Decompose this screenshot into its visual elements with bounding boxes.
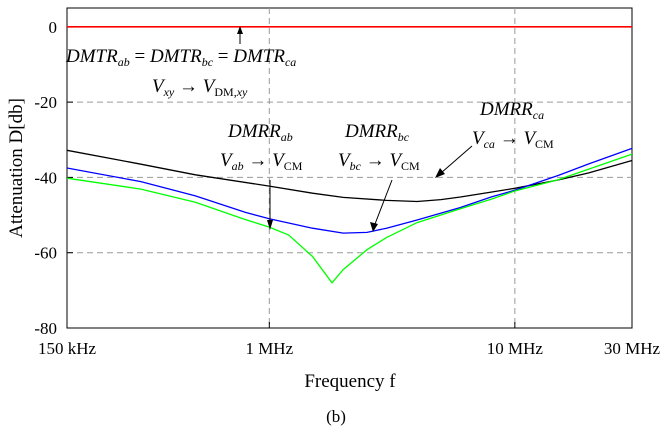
dmrr-bc-text-line2: Vbc → VCM bbox=[338, 150, 420, 173]
panel-label: (b) bbox=[326, 407, 346, 426]
dmrr-bc-text-line1: DMRRbc bbox=[344, 121, 410, 144]
y-tick-label: -40 bbox=[34, 168, 57, 187]
series-line-blue bbox=[66, 147, 633, 234]
dmrr-ab-text-line2: Vab → VCM bbox=[220, 150, 303, 173]
annotation-dmtr: DMTRab = DMTRbc = DMTRca Vxy → VDM,xy bbox=[65, 26, 296, 99]
y-tick-labels: 0 -20 -40 -60 -80 bbox=[34, 18, 57, 338]
grid-lines bbox=[66, 8, 633, 329]
dmtr-text-line1: DMTRab = DMTRbc = DMTRca bbox=[65, 46, 296, 69]
x-axis-label: Frequency f bbox=[304, 371, 396, 392]
dmtr-text-line2: Vxy → VDM,xy bbox=[152, 76, 248, 99]
dmrr-ab-text-line1: DMRRab bbox=[227, 121, 293, 144]
annotation-dmrr-bc: DMRRbc Vbc → VCM bbox=[338, 121, 420, 232]
y-tick-label: 0 bbox=[49, 18, 58, 37]
series-lines bbox=[66, 25, 633, 284]
dmrr-bc-arrowhead bbox=[370, 222, 378, 232]
y-tick-label: -60 bbox=[34, 244, 57, 263]
x-tick-label: 1 MHz bbox=[245, 339, 293, 358]
x-tick-label: 150 kHz bbox=[38, 339, 97, 358]
dmrr-bc-arrow bbox=[374, 179, 393, 225]
series-line-green bbox=[66, 153, 633, 284]
plot-area: 0 -20 -40 -60 -80 150 kHz 1 MHz 10 MHz 30 MHz bbox=[34, 7, 661, 358]
y-tick-label: -80 bbox=[34, 319, 57, 338]
dmrr-ca-arrow bbox=[440, 145, 473, 174]
y-tick-label: -20 bbox=[34, 93, 57, 112]
dmrr-ca-arrowhead bbox=[435, 168, 445, 178]
dmrr-ab-arrowhead bbox=[267, 220, 273, 230]
x-tick-label: 10 MHz bbox=[487, 339, 544, 358]
x-tick-labels: 150 kHz 1 MHz 10 MHz 30 MHz bbox=[38, 339, 661, 358]
dmrr-ca-text-line2: Vca → VCM bbox=[472, 128, 554, 151]
annotation-dmrr-ab: DMRRab Vab → VCM bbox=[220, 121, 303, 230]
annotation-dmrr-ca: DMRRca Vca → VCM bbox=[435, 99, 554, 178]
dmtr-arrowhead bbox=[237, 26, 243, 34]
series-line-black bbox=[66, 149, 633, 203]
x-tick-label: 30 MHz bbox=[604, 339, 661, 358]
y-axis-label: Attenuation D[db] bbox=[6, 98, 27, 238]
dmrr-ca-text-line1: DMRRca bbox=[479, 99, 544, 122]
